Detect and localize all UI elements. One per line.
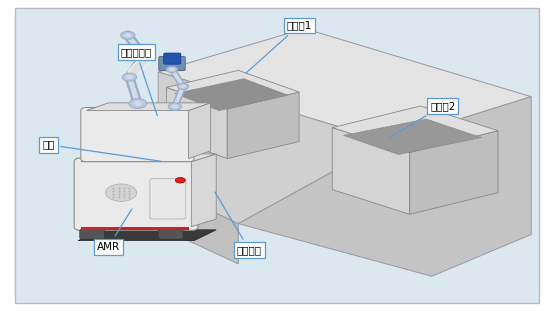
Polygon shape	[167, 87, 227, 159]
Circle shape	[168, 103, 181, 110]
Polygon shape	[86, 103, 211, 111]
FancyBboxPatch shape	[150, 179, 186, 219]
Polygon shape	[238, 97, 531, 276]
Circle shape	[136, 52, 151, 59]
Polygon shape	[158, 72, 387, 224]
Circle shape	[126, 75, 133, 79]
Polygon shape	[409, 131, 498, 214]
Text: AMR: AMR	[97, 209, 132, 252]
Polygon shape	[188, 103, 211, 159]
Circle shape	[121, 31, 135, 39]
Circle shape	[171, 105, 178, 109]
Polygon shape	[343, 119, 481, 155]
Circle shape	[140, 53, 147, 58]
FancyBboxPatch shape	[74, 158, 198, 230]
FancyBboxPatch shape	[158, 229, 183, 239]
Text: 抚手: 抚手	[42, 140, 161, 161]
Polygon shape	[332, 106, 498, 152]
Circle shape	[175, 178, 185, 183]
FancyBboxPatch shape	[81, 108, 194, 162]
Polygon shape	[175, 79, 288, 111]
Polygon shape	[158, 187, 238, 264]
Polygon shape	[81, 154, 216, 162]
FancyBboxPatch shape	[159, 56, 185, 71]
Circle shape	[122, 73, 137, 81]
Polygon shape	[227, 92, 299, 159]
Text: 原料枆2: 原料枆2	[390, 101, 455, 137]
FancyBboxPatch shape	[164, 53, 181, 64]
Circle shape	[180, 85, 186, 88]
Circle shape	[134, 101, 142, 106]
Circle shape	[169, 68, 175, 71]
Circle shape	[106, 184, 137, 201]
Polygon shape	[167, 70, 299, 109]
Text: 成品料框: 成品料框	[215, 192, 262, 255]
Circle shape	[177, 83, 188, 90]
Circle shape	[124, 33, 131, 37]
FancyBboxPatch shape	[14, 8, 540, 303]
Polygon shape	[191, 154, 216, 227]
Text: 原料枆1: 原料枆1	[246, 21, 312, 73]
FancyBboxPatch shape	[80, 229, 105, 239]
FancyBboxPatch shape	[81, 227, 188, 230]
Polygon shape	[78, 230, 216, 241]
Polygon shape	[332, 128, 409, 214]
Circle shape	[129, 99, 147, 109]
Text: 协作机器人: 协作机器人	[120, 47, 157, 116]
Circle shape	[167, 66, 177, 72]
Polygon shape	[158, 29, 531, 142]
